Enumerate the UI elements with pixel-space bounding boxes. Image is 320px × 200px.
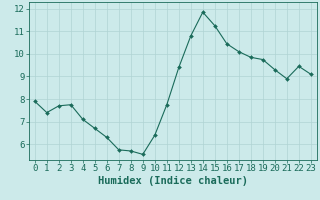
- X-axis label: Humidex (Indice chaleur): Humidex (Indice chaleur): [98, 176, 248, 186]
